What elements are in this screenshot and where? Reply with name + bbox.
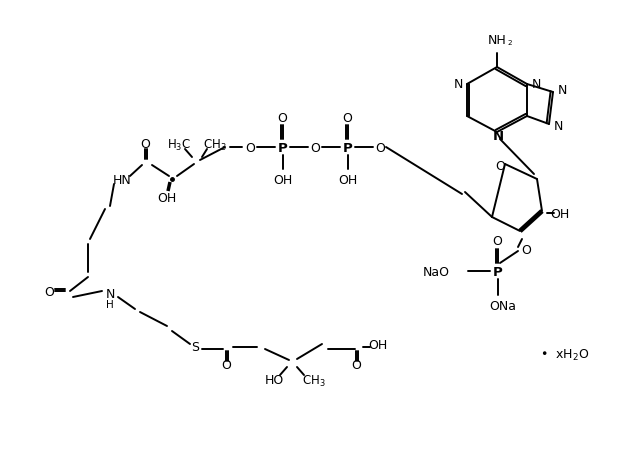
Text: •  xH$_2$O: • xH$_2$O [540, 347, 589, 362]
Text: N: N [106, 288, 115, 301]
Text: O: O [310, 141, 320, 154]
Text: O: O [492, 235, 502, 248]
Text: O: O [495, 160, 505, 173]
Text: O: O [277, 111, 287, 124]
Text: OH: OH [339, 173, 358, 186]
Text: N: N [557, 84, 566, 97]
Text: CH$_3$: CH$_3$ [302, 373, 326, 388]
Text: ONa: ONa [490, 300, 516, 313]
Text: O: O [44, 285, 54, 298]
Text: N: N [492, 129, 504, 142]
Text: NaO: NaO [423, 265, 450, 278]
Text: HN: HN [113, 173, 131, 186]
Text: $_2$: $_2$ [507, 38, 513, 48]
Text: N: N [554, 120, 563, 133]
Text: CH$_3$: CH$_3$ [203, 137, 227, 152]
Text: S: S [191, 341, 199, 354]
Text: N: N [531, 78, 541, 91]
Text: O: O [342, 111, 352, 124]
Text: OH: OH [273, 173, 292, 186]
Text: O: O [140, 138, 150, 151]
Text: H$_3$C: H$_3$C [167, 137, 191, 152]
Text: OH: OH [369, 339, 388, 352]
Text: P: P [278, 141, 288, 154]
Text: OH: OH [157, 191, 177, 204]
Text: O: O [245, 141, 255, 154]
Text: P: P [343, 141, 353, 154]
Text: O: O [351, 359, 361, 372]
Text: NH: NH [488, 33, 506, 46]
Text: N: N [453, 78, 463, 91]
Text: O: O [375, 141, 385, 154]
Text: H: H [106, 300, 114, 309]
Text: HO: HO [264, 374, 284, 387]
Text: O: O [521, 244, 531, 257]
Text: O: O [221, 359, 231, 372]
Text: OH: OH [550, 208, 570, 221]
Text: P: P [493, 265, 503, 278]
